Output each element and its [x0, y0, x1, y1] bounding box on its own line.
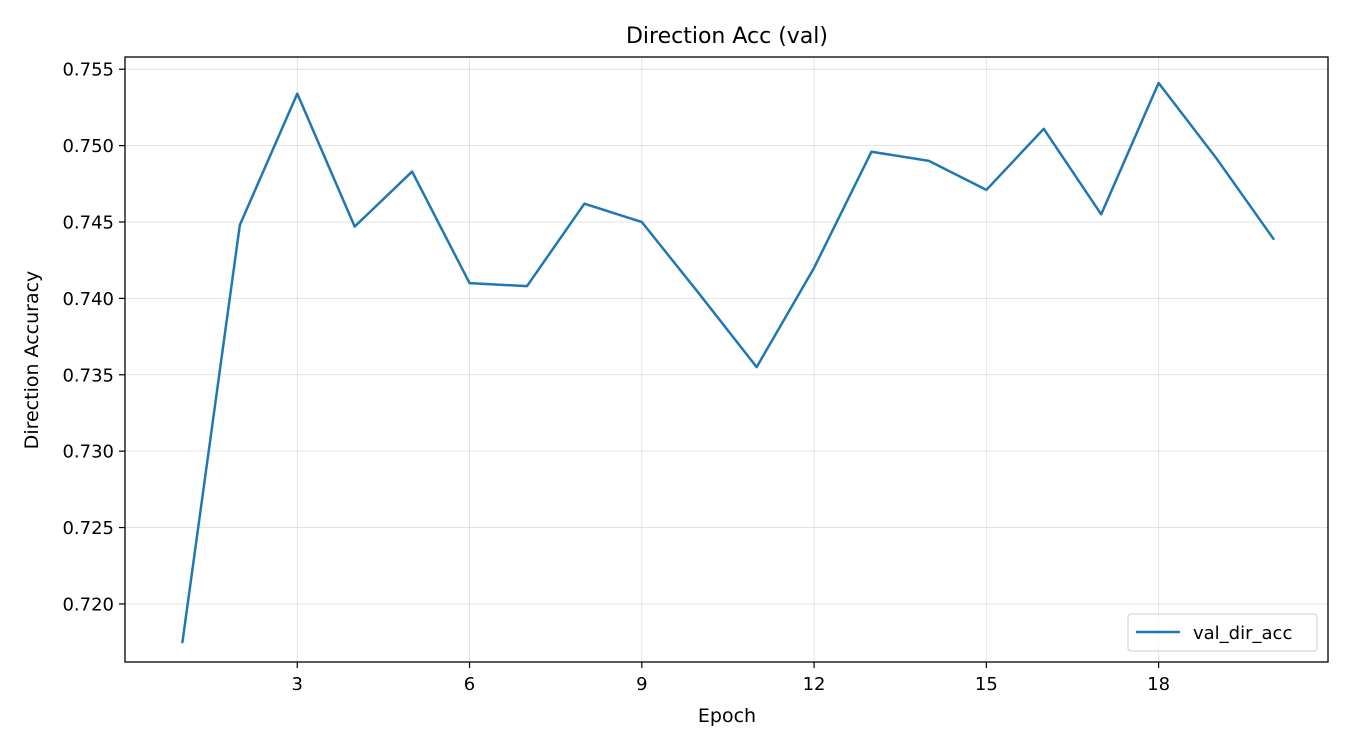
y-tick-label: 0.740 — [62, 289, 114, 310]
x-tick-label: 3 — [292, 674, 303, 695]
x-tick-label: 9 — [636, 674, 647, 695]
x-tick-label: 15 — [975, 674, 998, 695]
chart-title: Direction Acc (val) — [626, 24, 828, 49]
x-tick-label: 18 — [1147, 674, 1170, 695]
y-tick-label: 0.725 — [62, 518, 114, 539]
y-tick-label: 0.720 — [62, 594, 114, 615]
x-axis-label: Epoch — [698, 705, 756, 727]
y-tick-label: 0.735 — [62, 365, 114, 386]
y-tick-label: 0.750 — [62, 136, 114, 157]
y-tick-label: 0.730 — [62, 442, 114, 463]
legend-label: val_dir_acc — [1193, 623, 1292, 644]
legend: val_dir_acc — [1128, 614, 1317, 651]
y-tick-label: 0.745 — [62, 213, 114, 234]
x-tick-label: 12 — [803, 674, 826, 695]
x-tick-label: 6 — [464, 674, 475, 695]
y-axis-label: Direction Accuracy — [21, 271, 43, 450]
y-tick-label: 0.755 — [62, 60, 114, 81]
